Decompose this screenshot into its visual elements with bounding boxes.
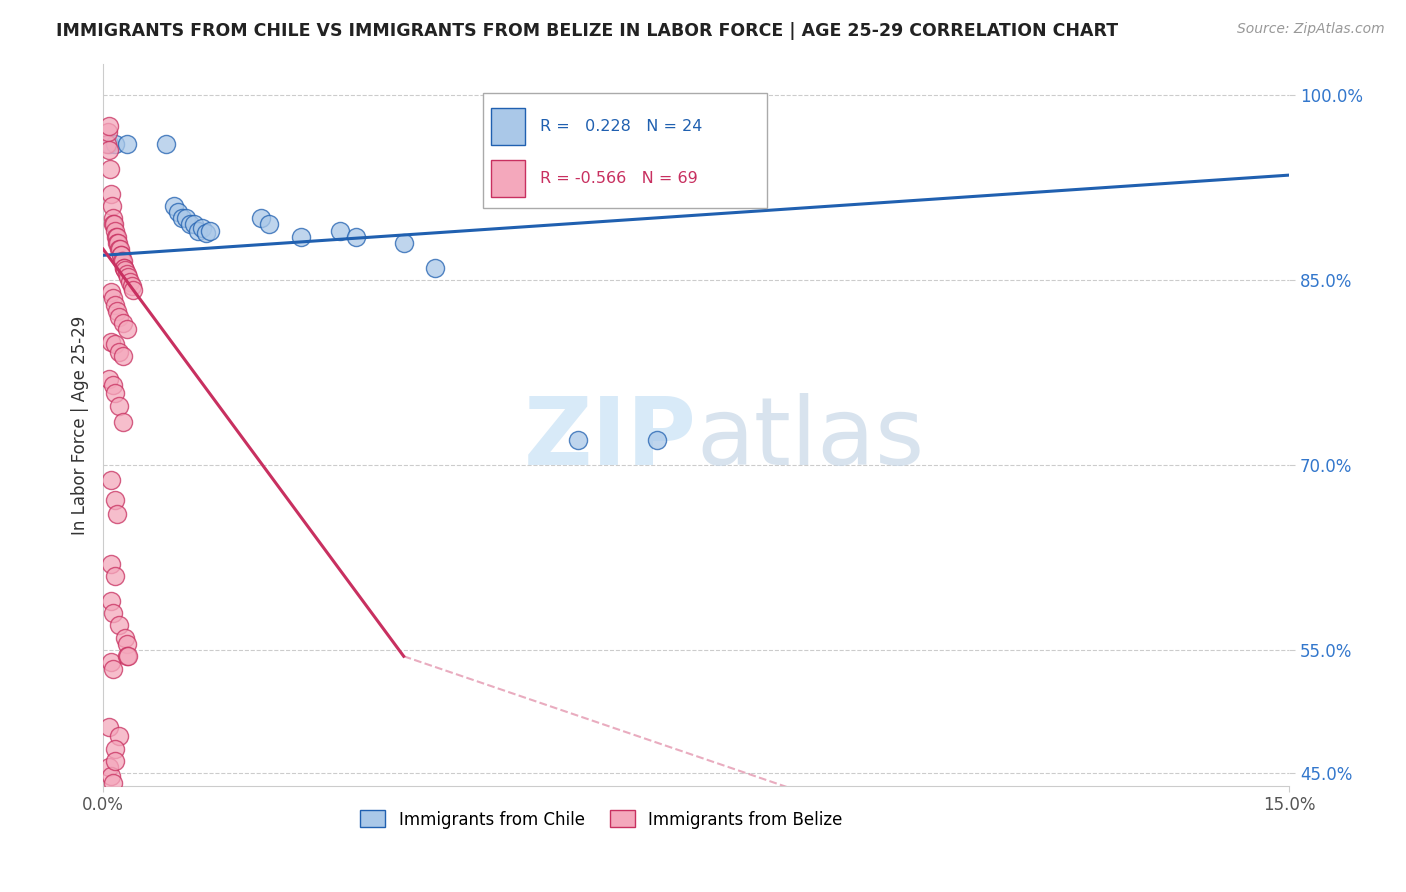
Point — [98, 760, 121, 774]
Point — [103, 218, 125, 232]
Point — [183, 218, 205, 232]
Point — [100, 593, 122, 607]
Point — [167, 205, 190, 219]
Point — [187, 224, 209, 238]
Point — [685, 186, 707, 201]
Point — [115, 267, 138, 281]
Point — [114, 260, 136, 275]
Point — [111, 254, 134, 268]
Point — [191, 221, 214, 235]
Point — [567, 434, 589, 448]
Point — [97, 125, 120, 139]
Point — [329, 224, 352, 238]
Point — [100, 473, 122, 487]
Legend: Immigrants from Chile, Immigrants from Belize: Immigrants from Chile, Immigrants from B… — [354, 804, 849, 835]
Point — [105, 235, 128, 250]
Text: atlas: atlas — [696, 393, 925, 485]
Point — [114, 263, 136, 277]
Point — [100, 656, 122, 670]
Point — [98, 144, 121, 158]
Point — [98, 161, 121, 176]
Point — [100, 334, 122, 349]
Point — [104, 229, 127, 244]
Point — [101, 606, 124, 620]
Point — [104, 492, 127, 507]
Point — [104, 741, 127, 756]
Point — [100, 557, 122, 571]
Point — [108, 344, 131, 359]
Point — [174, 211, 197, 226]
Point — [105, 508, 128, 522]
Point — [108, 242, 131, 256]
Point — [250, 211, 273, 226]
Point — [101, 199, 124, 213]
Point — [114, 631, 136, 645]
Point — [115, 322, 138, 336]
Point — [122, 283, 145, 297]
Point — [115, 649, 138, 664]
Point — [101, 377, 124, 392]
Point — [103, 218, 125, 232]
Point — [98, 137, 121, 152]
Point — [97, 119, 120, 133]
Point — [198, 224, 221, 238]
Point — [392, 235, 415, 250]
Point — [118, 276, 141, 290]
Point — [111, 350, 134, 364]
Point — [194, 226, 217, 240]
Point — [111, 415, 134, 429]
Point — [108, 618, 131, 632]
Point — [107, 235, 129, 250]
Point — [110, 248, 132, 262]
Point — [117, 270, 139, 285]
Point — [104, 337, 127, 351]
Point — [108, 242, 131, 256]
Point — [172, 211, 194, 226]
Point — [111, 254, 134, 268]
Point — [98, 372, 121, 386]
Point — [155, 137, 177, 152]
Text: IMMIGRANTS FROM CHILE VS IMMIGRANTS FROM BELIZE IN LABOR FORCE | AGE 25-29 CORRE: IMMIGRANTS FROM CHILE VS IMMIGRANTS FROM… — [56, 22, 1118, 40]
Point — [96, 137, 118, 152]
Point — [105, 229, 128, 244]
Point — [163, 199, 186, 213]
Point — [100, 285, 122, 300]
Point — [112, 260, 135, 275]
Point — [104, 298, 127, 312]
Point — [344, 229, 367, 244]
Text: ZIP: ZIP — [523, 393, 696, 485]
Point — [108, 310, 131, 324]
Text: Source: ZipAtlas.com: Source: ZipAtlas.com — [1237, 22, 1385, 37]
Point — [115, 637, 138, 651]
Point — [111, 316, 134, 330]
Point — [100, 186, 122, 201]
Point — [101, 810, 124, 824]
Point — [104, 569, 127, 583]
Point — [108, 399, 131, 413]
Point — [101, 662, 124, 676]
Point — [104, 754, 127, 768]
Y-axis label: In Labor Force | Age 25-29: In Labor Force | Age 25-29 — [72, 315, 89, 534]
Point — [104, 386, 127, 401]
Point — [101, 292, 124, 306]
Point — [121, 279, 143, 293]
Point — [101, 776, 124, 790]
Point — [98, 720, 121, 734]
Point — [110, 248, 132, 262]
Point — [117, 649, 139, 664]
Point — [179, 218, 201, 232]
Point — [100, 791, 122, 805]
Point — [645, 434, 668, 448]
Point — [105, 303, 128, 318]
Point — [290, 229, 312, 244]
Point — [108, 730, 131, 744]
Point — [100, 769, 122, 783]
Point — [115, 137, 138, 152]
Point — [257, 218, 280, 232]
Point — [104, 224, 127, 238]
Point — [101, 211, 124, 226]
Point — [104, 137, 127, 152]
Point — [425, 260, 447, 275]
